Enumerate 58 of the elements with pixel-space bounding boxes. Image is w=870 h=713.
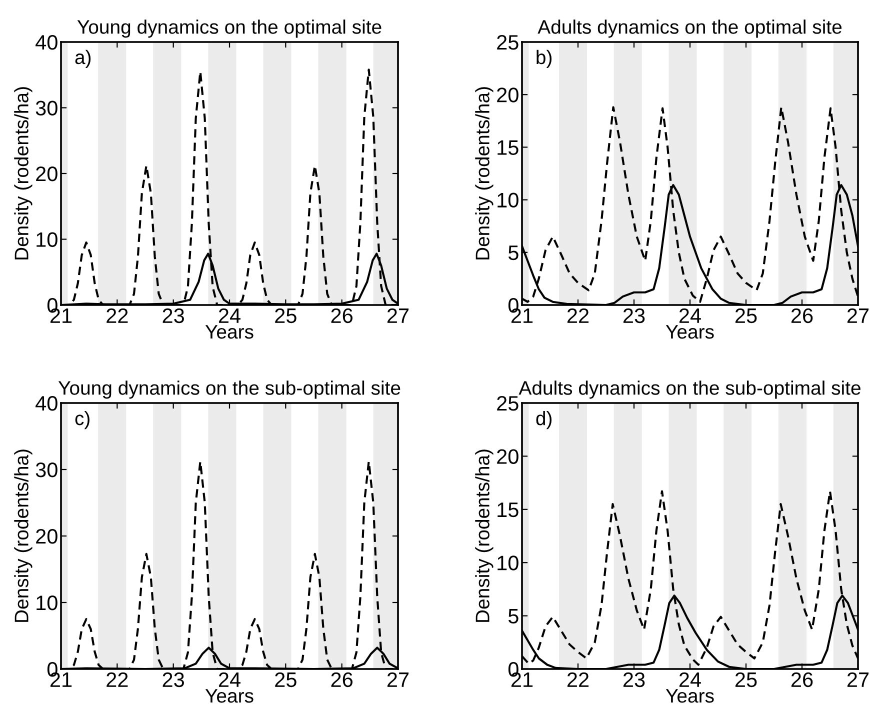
x-tick-label: 23 (162, 672, 184, 688)
x-tick-label: 22 (567, 672, 589, 687)
x-tick-label: 23 (623, 672, 645, 688)
x-tick-label: 25 (735, 672, 757, 688)
x-tick-label: 25 (275, 308, 296, 324)
x-tick-label: 27 (387, 672, 409, 687)
chart-title: Adults dynamics on the optimal site (538, 20, 842, 38)
y-tick-label: 20 (36, 166, 58, 182)
x-tick-label: 27 (847, 672, 869, 687)
x-tick-label: 27 (847, 308, 869, 323)
y-tick-label: 20 (497, 449, 518, 464)
y-tick-label: 15 (498, 140, 518, 155)
x-axis-title: Years (205, 689, 254, 703)
x-tick-label: 26 (791, 308, 813, 324)
y-tick-label: 10 (36, 232, 58, 248)
x-tick-label: 23 (162, 308, 184, 324)
x-tick-label: 24 (218, 308, 240, 323)
y-axis-title: Density (rodents/ha) (14, 450, 32, 622)
x-tick-label: 25 (735, 308, 757, 324)
y-tick-label: 25 (497, 396, 518, 411)
y-tick-label: 40 (36, 396, 58, 411)
chart-title: Young dynamics on the optimal site (77, 20, 382, 38)
y-tick-label: 10 (498, 556, 518, 570)
y-axis-title: Density (rodents/ha) (475, 450, 494, 622)
y-axis-title: Density (rodents/ha) (14, 87, 32, 260)
y-tick-label: 10 (498, 192, 518, 208)
y-tick-label: 25 (497, 35, 518, 50)
x-tick-label: 22 (106, 672, 128, 687)
annotation: a) (75, 50, 91, 68)
chart-title: Young dynamics on the sub-optimal site (58, 380, 400, 399)
x-axis-title: Years (666, 689, 714, 703)
y-tick-label: 15 (498, 502, 518, 518)
y-axis-title: Density (rodents/ha) (475, 87, 494, 260)
x-tick-label: 22 (567, 308, 589, 323)
annotation: c) (75, 410, 90, 430)
x-tick-label: 26 (791, 672, 813, 688)
annotation: b) (536, 50, 552, 68)
y-tick-label: 20 (36, 529, 58, 544)
y-tick-label: 5 (508, 246, 518, 260)
y-tick-label: 30 (36, 100, 58, 116)
x-axis-title: Years (666, 325, 714, 339)
x-tick-label: 26 (331, 672, 353, 688)
y-tick-label: 30 (36, 462, 58, 478)
x-axis-title: Years (205, 325, 254, 339)
x-tick-label: 23 (623, 308, 645, 324)
chart-title: Adults dynamics on the sub-optimal site (518, 380, 860, 399)
y-tick-label: 40 (36, 35, 58, 50)
y-tick-label: 10 (36, 596, 58, 610)
x-tick-label: 24 (218, 672, 240, 687)
y-tick-label: 20 (497, 88, 518, 102)
x-tick-label: 24 (679, 308, 701, 323)
y-tick-label: 5 (508, 609, 518, 624)
annotation: d) (536, 410, 552, 430)
x-tick-label: 25 (275, 672, 296, 688)
x-tick-label: 24 (679, 672, 701, 687)
x-tick-label: 27 (387, 308, 409, 323)
x-tick-label: 22 (106, 308, 128, 323)
x-tick-label: 26 (331, 308, 353, 324)
